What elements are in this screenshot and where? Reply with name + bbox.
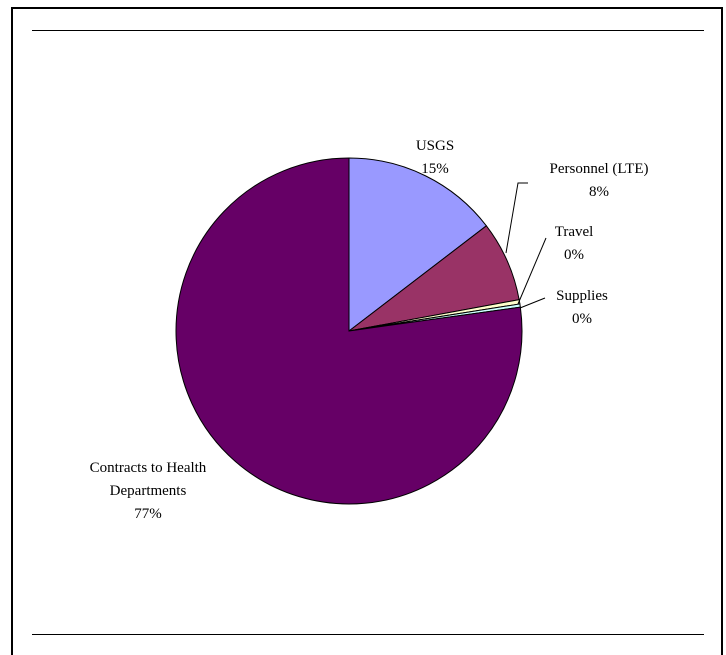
slice-value-supplies: 0%	[572, 311, 592, 327]
top-divider	[32, 30, 704, 31]
slice-value-contracts: 77%	[134, 506, 162, 522]
slice-label-usgs: USGS	[416, 138, 454, 154]
pie-slice-contracts-to-health-departments	[175, 157, 523, 505]
bottom-divider	[32, 634, 704, 635]
leader-line-travel	[517, 237, 547, 305]
leader-lines	[505, 182, 547, 309]
slice-label-travel: Travel	[555, 224, 594, 240]
slice-value-usgs: 15%	[421, 161, 449, 177]
pie-slices	[175, 157, 523, 505]
slice-value-travel: 0%	[564, 247, 584, 263]
slice-labels: USGS 15% Personnel (LTE) 8% Travel 0% Su…	[90, 138, 649, 522]
leader-line-supplies	[519, 297, 546, 309]
slice-label-personnel: Personnel (LTE)	[549, 161, 648, 177]
pie-slice-usgs	[348, 157, 488, 333]
slice-label-contracts-line1: Contracts to Health	[90, 460, 207, 476]
slice-label-contracts-line2: Departments	[110, 483, 187, 499]
slice-label-supplies: Supplies	[556, 288, 608, 304]
leader-line-personnel	[505, 182, 528, 254]
slice-value-personnel: 8%	[589, 184, 609, 200]
